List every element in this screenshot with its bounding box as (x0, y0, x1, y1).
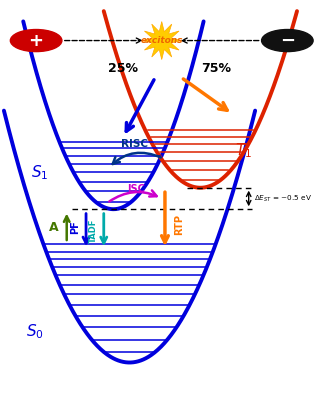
Text: −: − (280, 32, 295, 50)
Ellipse shape (10, 30, 62, 52)
Text: 25%: 25% (108, 62, 138, 75)
Text: 75%: 75% (201, 62, 232, 75)
Text: $S_1$: $S_1$ (31, 163, 48, 182)
Text: excitons: excitons (141, 36, 183, 45)
Text: $T_1$: $T_1$ (235, 142, 252, 160)
Polygon shape (142, 22, 182, 60)
Text: ISC: ISC (127, 184, 145, 194)
Circle shape (153, 32, 170, 49)
Ellipse shape (262, 30, 313, 52)
Text: RTP: RTP (174, 214, 184, 235)
Text: $\Delta E_{ST}$ = ~0.5 eV: $\Delta E_{ST}$ = ~0.5 eV (253, 193, 312, 204)
Text: +: + (29, 32, 43, 50)
Text: A: A (49, 221, 59, 234)
Text: RISC: RISC (121, 140, 148, 150)
Text: TADF: TADF (89, 218, 98, 243)
Text: PF: PF (70, 221, 80, 234)
Text: $S_0$: $S_0$ (26, 322, 43, 341)
